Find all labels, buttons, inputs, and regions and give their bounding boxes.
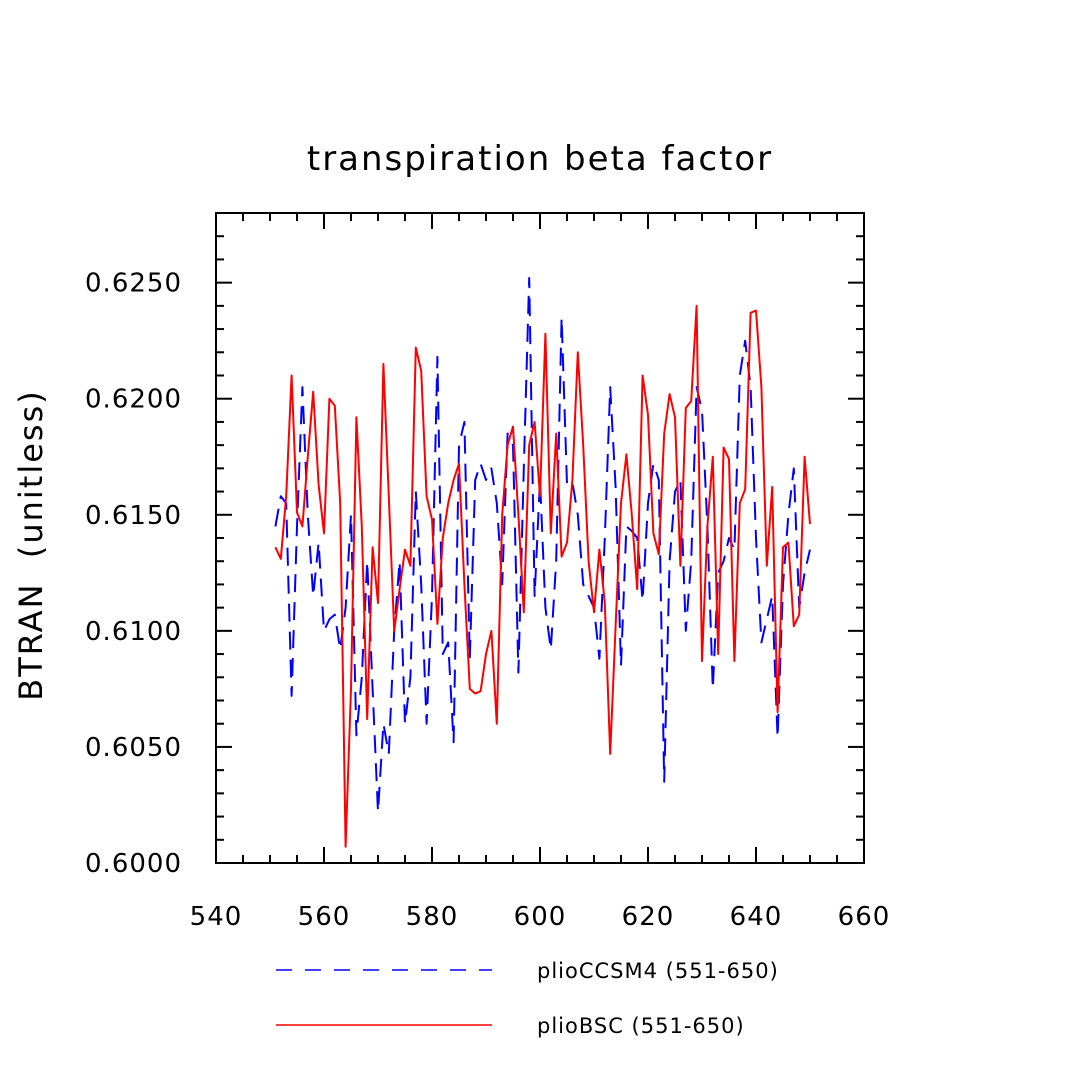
x-tick-label: 640 <box>730 902 783 932</box>
legend: plioCCSM4 (551-650) plioBSC (551-650) <box>276 959 779 1038</box>
x-tick-label: 600 <box>514 902 567 932</box>
y-tick-label: 0.6250 <box>85 269 182 299</box>
series-layer <box>274 277 811 848</box>
y-tick-label: 0.6200 <box>85 385 182 415</box>
x-tick-label: 620 <box>622 902 675 932</box>
series-line-2 <box>274 304 811 848</box>
x-tick-label: 540 <box>190 902 243 932</box>
y-tick-label: 0.6150 <box>85 501 182 531</box>
legend-label-1: plioCCSM4 (551-650) <box>537 959 779 983</box>
x-tick-label: 580 <box>406 902 459 932</box>
y-tick-labels: 0.6000 0.6050 0.6100 0.6150 0.6200 0.6250 <box>85 269 182 879</box>
y-tick-label: 0.6100 <box>85 617 182 647</box>
y-tick-label: 0.6050 <box>85 733 182 763</box>
chart-title: transpiration beta factor <box>307 139 773 179</box>
tick-marks <box>215 212 865 864</box>
series-line-1 <box>274 277 811 813</box>
y-tick-label: 0.6000 <box>85 849 182 879</box>
legend-label-2: plioBSC (551-650) <box>537 1014 745 1038</box>
x-tick-label: 560 <box>298 902 351 932</box>
y-axis-label: BTRAN (unitless) <box>12 389 50 701</box>
x-tick-label: 660 <box>838 902 891 932</box>
x-tick-labels: 540 560 580 600 620 640 660 <box>190 902 891 932</box>
plot-area <box>215 212 865 864</box>
